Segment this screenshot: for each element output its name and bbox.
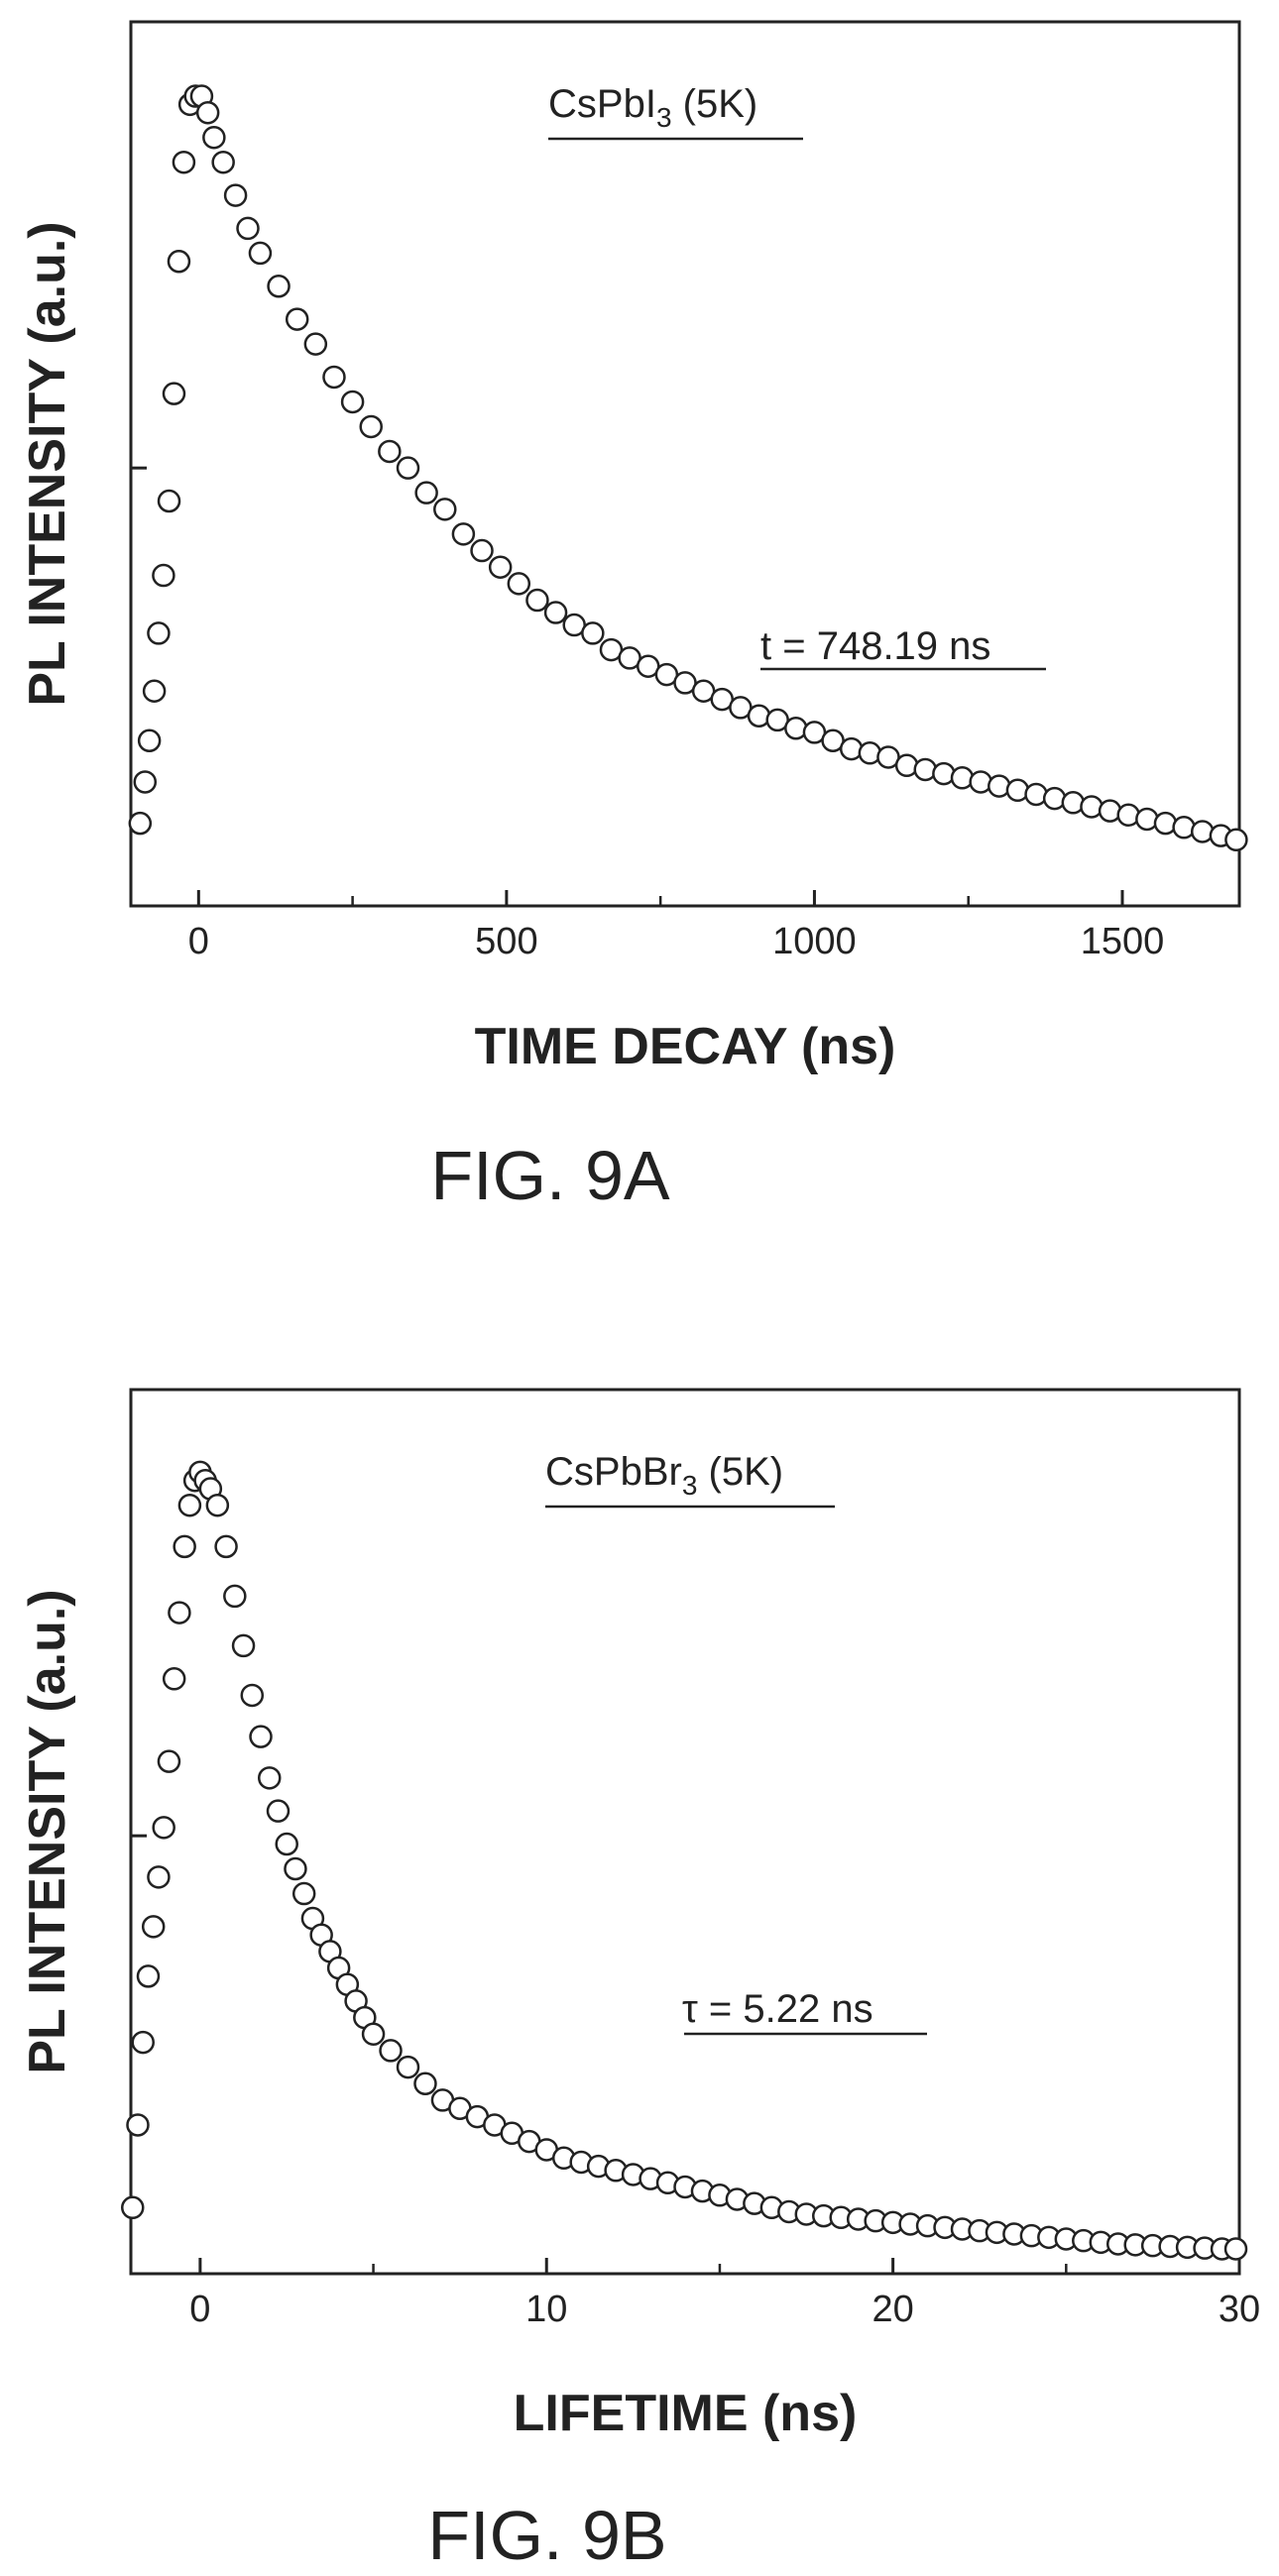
data-point-9b [291,1881,316,1906]
data-point-9b [126,2113,150,2137]
x-tick-label-9a: 500 [475,921,537,962]
data-point-9a [236,216,260,241]
data-point-9a [142,679,167,704]
data-points-9a [128,84,1248,852]
x-axis-ticks-9a: 0 500 1000 1500 [131,466,1165,962]
data-point-9a [267,275,291,298]
data-point-9b [168,1601,191,1624]
chart-9a: 0 500 1000 1500 CsPbI3 (5K) t = 748.19 ns T… [19,20,1248,1214]
data-point-9a [525,588,549,613]
data-point-9b [413,2072,437,2096]
x-tick-label-9b: 20 [872,2289,913,2330]
data-point-9b [162,1667,186,1691]
data-points-9b [120,1460,1248,2261]
x-tick-label-9a: 0 [188,921,209,962]
data-point-9b [284,1856,307,1881]
data-point-9b [1223,2237,1248,2261]
data-point-9a [211,150,235,174]
data-point-9a [488,555,513,579]
data-point-9a [167,250,191,274]
plot-frame-9a [129,20,1241,908]
figure-caption-9b: FIG. 9B [427,2497,666,2574]
data-point-9b [258,1766,282,1790]
data-point-9b [396,2055,420,2079]
data-point-9b [223,1584,247,1609]
data-point-9a [303,332,328,356]
data-point-9a [581,621,605,645]
x-axis-ticks-9b: 0 10 20 30 [131,1834,1260,2330]
data-point-9a [152,563,175,588]
data-point-9b [141,1915,166,1939]
x-tick-label-9a: 1000 [772,921,857,962]
data-point-9a [543,601,568,624]
x-axis-title-9b: LIFETIME (ns) [514,2385,858,2442]
data-point-9a [128,811,153,836]
data-point-9a [378,439,402,464]
data-point-9a [285,307,309,331]
plot-frame-9b [129,1388,1241,2276]
x-tick-label-9b: 10 [525,2289,567,2330]
data-point-9b [240,1683,265,1708]
x-tick-label-9b: 0 [189,2289,210,2330]
annotation-compound-9b: CsPbBr3 (5K) [545,1450,783,1501]
y-axis-title-9a: PL INTENSITY (a.u.) [19,221,76,706]
data-point-9a [470,538,494,563]
data-point-9a [396,456,420,480]
data-point-9a [414,481,438,504]
x-tick-label-9a: 1500 [1081,921,1165,962]
data-point-9a [507,572,531,596]
data-point-9a [157,489,181,513]
data-point-9a [223,183,248,207]
data-point-9b [120,2195,145,2220]
data-point-9a [137,728,162,753]
data-point-9b [173,1534,196,1559]
x-tick-label-9b: 30 [1219,2289,1260,2330]
data-point-9a [322,365,346,390]
y-axis-title-9b: PL INTENSITY (a.u.) [19,1589,76,2073]
data-point-9b [131,2030,155,2055]
data-point-9a [133,770,158,794]
data-point-9b [157,1749,181,1773]
data-point-9b [231,1633,256,1658]
x-axis-title-9a: TIME DECAY (ns) [475,1018,896,1075]
data-point-9b [249,1725,273,1748]
data-point-9b [136,1964,161,1988]
data-point-9b [361,2022,386,2046]
data-point-9a [433,498,457,521]
annotation-lifetime-9a: t = 748.19 ns [760,624,990,668]
data-point-9a [1224,828,1248,852]
chart-9b: 0 10 20 30 CsPbBr3 (5K) τ = 5.22 ns LIFETIM… [19,1388,1260,2574]
data-point-9a [340,390,365,414]
data-point-9b [152,1816,175,1840]
data-point-9a [195,100,220,125]
data-point-9a [248,241,273,266]
data-point-9b [266,1799,291,1823]
figure-caption-9a: FIG. 9A [430,1137,669,1214]
data-point-9a [147,621,171,645]
data-point-9b [275,1832,298,1856]
annotation-lifetime-9b: τ = 5.22 ns [682,1987,873,2031]
data-point-9b [205,1493,230,1517]
data-point-9a [162,382,186,405]
annotation-compound-9a: CsPbI3 (5K) [548,82,757,133]
data-point-9b [177,1493,202,1517]
data-point-9b [379,2039,403,2063]
data-point-9a [451,522,476,546]
data-point-9a [172,150,196,174]
data-point-9b [214,1534,238,1559]
data-point-9a [202,125,226,150]
data-point-9a [359,414,383,439]
data-point-9b [147,1865,171,1889]
